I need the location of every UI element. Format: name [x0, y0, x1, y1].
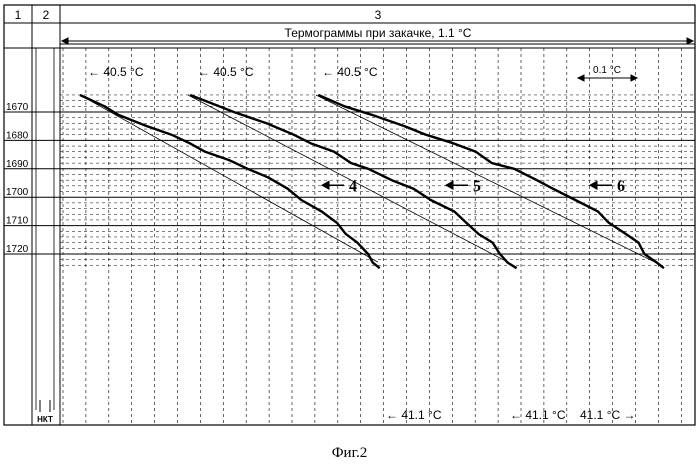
tubing-marker: [40, 400, 50, 412]
thermogram-curves: 4 5 6: [80, 95, 664, 268]
depth-tick-label: 1670: [6, 102, 29, 113]
temperature-annotations: ← 40.5 °C ← 40.5 °C ← 40.5 °C ← 41.1 °C ← 41…: [88, 65, 636, 422]
top-temperature-label: ← 40.5 °C: [88, 65, 144, 79]
tubing-label: НКТ: [37, 415, 53, 424]
bottom-temperature-label: ← 41.1 °C: [386, 408, 442, 422]
thermogram-curve-4: [80, 95, 380, 268]
depth-axis: 1670 1680 1690 1700 1710 1720: [6, 102, 29, 255]
series-label: 4: [349, 178, 357, 195]
depth-tick-label: 1690: [6, 159, 29, 170]
thermogram-figure: 1 2 3 Термограммы при закачке, 1.1 °C 16…: [0, 0, 699, 440]
depth-tick-label: 1710: [6, 216, 29, 227]
depth-tick-label: 1680: [6, 130, 29, 141]
figure-caption: Фиг.2: [0, 445, 699, 462]
chart-title: Термограммы при закачке, 1.1 °C: [285, 26, 472, 40]
series-label: 5: [473, 178, 481, 195]
scale-bar-label: 0.1 °C: [593, 65, 621, 76]
column-number-3: 3: [375, 8, 382, 22]
column-number-2: 2: [43, 8, 50, 22]
bottom-temperature-label: 41.1 °C →: [580, 408, 636, 422]
top-temperature-label: ← 40.5 °C: [322, 65, 378, 79]
top-temperature-label: ← 40.5 °C: [198, 65, 254, 79]
depth-tick-label: 1700: [6, 187, 29, 198]
series-label: 6: [617, 178, 625, 195]
series-label-arrow: [446, 181, 468, 189]
series-label-arrow: [322, 181, 344, 189]
column-number-1: 1: [15, 8, 22, 22]
series-label-arrow: [590, 181, 612, 189]
bottom-temperature-label: ← 41.1 °C: [510, 408, 566, 422]
depth-tick-label: 1720: [6, 244, 29, 255]
